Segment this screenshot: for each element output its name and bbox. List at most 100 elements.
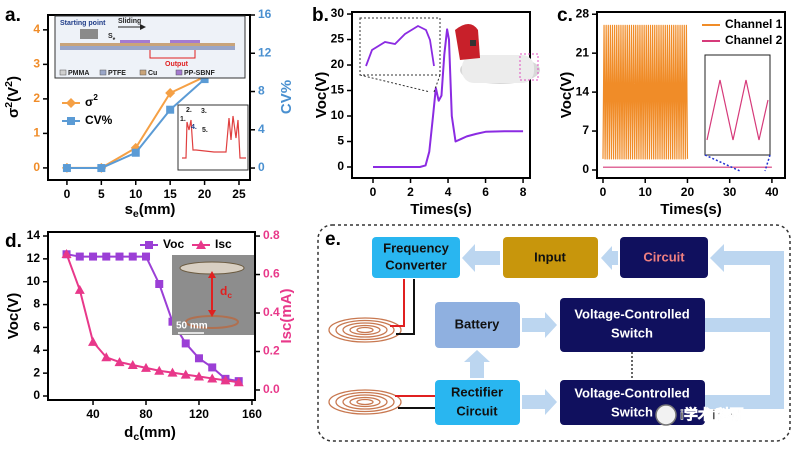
- swatch: [175, 69, 183, 76]
- y-tick-label: 0: [33, 160, 40, 174]
- shape: [349, 324, 381, 336]
- x-axis-label-part: c: [133, 431, 139, 443]
- x-tick-label: 6: [482, 185, 489, 199]
- wire: [396, 279, 415, 335]
- y-tick-label: 14: [576, 84, 590, 98]
- marker: [200, 75, 209, 84]
- x-axis-label-part: (mm): [139, 201, 176, 218]
- marker: [165, 88, 176, 99]
- y2-tick-label: 8: [258, 84, 265, 98]
- marker: [61, 248, 72, 258]
- plot-frame: [47, 231, 256, 401]
- inset-text: 1.: [180, 116, 186, 123]
- marker: [142, 252, 151, 261]
- x-axis-label: dc(mm): [124, 424, 176, 443]
- node-label: Rectifier: [451, 384, 503, 399]
- watermark: i学术i科研: [680, 407, 744, 423]
- block: [80, 29, 98, 39]
- marker: [102, 252, 111, 261]
- arrow: [710, 244, 784, 272]
- photo: [455, 24, 540, 84]
- inset-text: 4.: [191, 124, 197, 131]
- inset-text: Sliding: [118, 18, 141, 25]
- marker: [180, 369, 191, 379]
- legend-marker: [145, 241, 153, 249]
- marker: [167, 367, 178, 377]
- inset-zoom: [359, 17, 441, 93]
- marker: [233, 377, 244, 387]
- legend-text: PTFE: [108, 70, 126, 77]
- marker: [114, 357, 125, 367]
- node-box: [503, 237, 598, 278]
- y-tick-label: 2: [33, 365, 40, 379]
- diagram: e. Frequency Converter Input Circuit Bat…: [317, 224, 791, 442]
- legend-marker: [66, 98, 76, 108]
- marker: [154, 365, 165, 375]
- y-tick-label: 14: [27, 228, 41, 242]
- inset-text: Output: [165, 61, 189, 68]
- node-box: [435, 380, 520, 425]
- shape: [335, 319, 395, 341]
- legend-label: Isc: [215, 237, 232, 251]
- arrow-head: [208, 310, 216, 317]
- x-axis-label-part: d: [124, 424, 133, 441]
- y-tick-label: 8: [33, 297, 40, 311]
- zoom-curve: [706, 79, 769, 141]
- marker: [127, 359, 138, 369]
- arrow: [462, 244, 500, 272]
- series-line: [373, 28, 524, 168]
- legend-text: PP-SBNF: [184, 70, 215, 77]
- y-tick-label: 15: [331, 83, 345, 97]
- y2-tick-label: 4: [258, 122, 265, 136]
- y2-tick-label: 0: [258, 160, 265, 174]
- inset-text: 50 mm: [176, 321, 208, 332]
- shape: [349, 396, 381, 408]
- x-tick-label: 30: [723, 185, 737, 199]
- shape: [356, 398, 374, 406]
- marker: [166, 105, 175, 114]
- x-tick-label: 40: [86, 407, 100, 421]
- shape: [328, 317, 402, 343]
- marker: [89, 252, 98, 261]
- y-tick-label: 2: [33, 91, 40, 105]
- layer: [60, 43, 235, 46]
- node-label: Battery: [455, 316, 501, 331]
- arrow: [464, 350, 490, 378]
- x-tick-label: 10: [129, 187, 143, 201]
- y2-tick-label: 16: [258, 7, 272, 21]
- node-label: Circuit: [643, 249, 685, 264]
- x-tick-label: 15: [163, 187, 177, 201]
- y-tick-label: 6: [33, 320, 40, 334]
- node-label: Switch: [611, 325, 653, 340]
- x-tick-label: 20: [198, 187, 212, 201]
- y-tick-label: 28: [576, 6, 590, 20]
- y-axis-label-part: 2: [3, 81, 15, 87]
- y-tick-label: 4: [33, 22, 40, 36]
- y-axis-label: Voc(V): [558, 72, 575, 118]
- plot-frame: [351, 11, 531, 179]
- y2-axis-label: Isc(mA): [278, 288, 295, 343]
- arrow: [705, 318, 772, 332]
- legend-marker: [196, 240, 206, 249]
- x-axis-label: Times(s): [410, 201, 471, 218]
- legend-label-part: σ: [85, 95, 93, 109]
- x-axis-label: Times(s): [660, 201, 721, 218]
- inset-frame: [177, 104, 249, 171]
- x-tick-label: 120: [189, 407, 209, 421]
- y2-tick-label: 0.8: [263, 228, 280, 242]
- y-axis-label-part: 2: [3, 102, 15, 108]
- x-tick-label: 0: [370, 185, 377, 199]
- y-axis-label-part: ): [5, 76, 22, 81]
- x-axis-label: se(mm): [125, 201, 176, 220]
- arrow-head: [208, 271, 216, 278]
- inset-text: dc: [220, 284, 232, 300]
- marker: [62, 164, 71, 173]
- legend-label: Channel 2: [725, 33, 783, 47]
- inset-text-part: e: [113, 37, 116, 42]
- coil: [328, 389, 402, 415]
- marker: [220, 375, 231, 385]
- shape: [356, 326, 374, 334]
- marker: [88, 336, 99, 346]
- marker: [101, 352, 112, 362]
